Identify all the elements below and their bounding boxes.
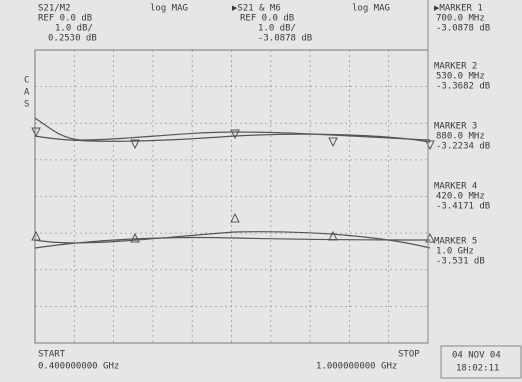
upper-markers: [31, 127, 435, 151]
marker-value: -3.4171 dB: [436, 202, 490, 212]
trace-lower-ref: [34, 236, 431, 249]
marker-value: -3.531 dB: [436, 257, 485, 267]
date-box: [440, 345, 522, 379]
left-readout: 0.2530 dB: [48, 34, 97, 44]
marker-freq: 880.0 MHz: [436, 132, 485, 142]
marker-freq: 700.0 MHz: [436, 14, 485, 24]
time: 18:02:11: [456, 364, 499, 374]
stop-value: 1.000000000 GHz: [316, 362, 397, 372]
marker-title: ▶MARKER 1: [434, 4, 483, 14]
mid-format: log MAG: [352, 4, 390, 14]
left-channel: S21/M2: [38, 4, 71, 14]
left-format: log MAG: [150, 4, 188, 14]
side-label: A: [24, 88, 30, 98]
marker-value: -3.0878 dB: [436, 24, 490, 34]
side-label: S: [24, 100, 29, 110]
lower-markers: [31, 212, 435, 243]
marker-freq: 420.0 MHz: [436, 192, 485, 202]
mid-ref: REF 0.0 dB: [240, 14, 294, 24]
marker-freq: 530.0 MHz: [436, 72, 485, 82]
left-scale: 1.0 dB/: [55, 24, 93, 34]
marker-symbols: [31, 127, 435, 243]
mid-channel: ▶S21 & M6: [232, 4, 281, 14]
stop-label: STOP: [398, 350, 420, 360]
trace-upper: [34, 117, 431, 141]
marker-value: -3.3682 dB: [436, 82, 490, 92]
marker-title: MARKER 3: [434, 122, 477, 132]
start-value: 0.400000000 GHz: [38, 362, 119, 372]
start-label: START: [38, 350, 66, 360]
date: 04 NOV 04: [452, 351, 501, 361]
mid-readout: -3.0878 dB: [258, 34, 312, 44]
trace-upper-ref: [34, 133, 431, 143]
marker-freq: 1.0 GHz: [436, 247, 474, 257]
marker-title: MARKER 4: [434, 182, 477, 192]
graticule: [35, 50, 428, 343]
marker-title: MARKER 2: [434, 62, 477, 72]
marker-title: MARKER 5: [434, 237, 477, 247]
marker-value: -3.2234 dB: [436, 142, 490, 152]
mid-scale: 1.0 dB/: [258, 24, 296, 34]
left-ref: REF 0.0 dB: [38, 14, 92, 24]
side-label: C: [24, 76, 29, 86]
header: S21/M2 log MAG REF 0.0 dB 1.0 dB/ 0.2530…: [38, 4, 390, 44]
